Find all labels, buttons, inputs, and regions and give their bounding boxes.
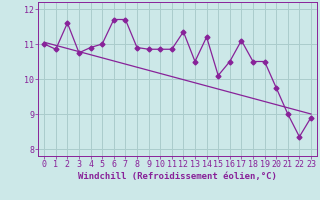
X-axis label: Windchill (Refroidissement éolien,°C): Windchill (Refroidissement éolien,°C): [78, 172, 277, 181]
